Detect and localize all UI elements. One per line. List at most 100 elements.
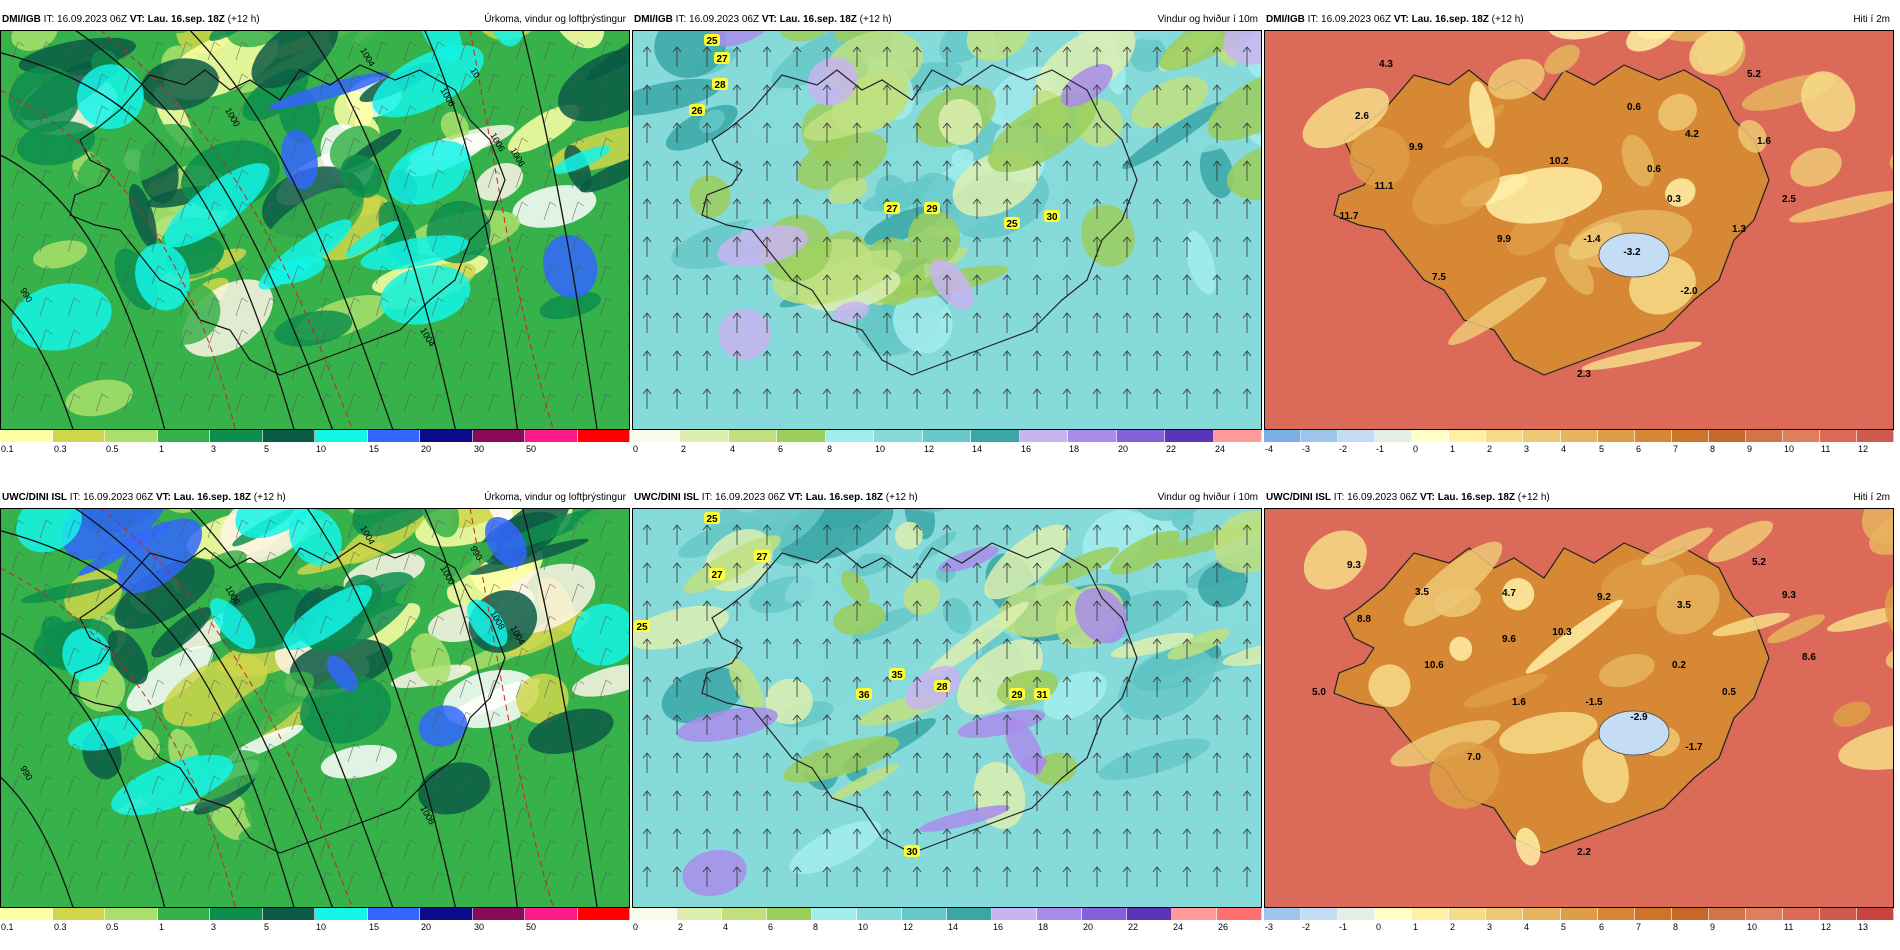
- wind-barb: [347, 73, 361, 93]
- legend-tick-label: 20: [421, 444, 432, 454]
- wind-arrow: [672, 312, 682, 333]
- wind-barb: [207, 73, 221, 93]
- value-label: 0.3: [1667, 194, 1681, 205]
- wind-barb: [151, 711, 165, 731]
- wind-arrow: [792, 714, 802, 735]
- legend-swatch: [1486, 908, 1524, 920]
- wind-arrow: [1092, 676, 1102, 697]
- wind-barb: [543, 679, 557, 699]
- field-patch: [261, 187, 364, 265]
- wind-arrow: [912, 312, 922, 333]
- wind-arrow: [792, 274, 802, 295]
- wind-arrow: [672, 236, 682, 257]
- wind-barb: [543, 743, 557, 763]
- field-patch: [475, 163, 524, 201]
- wind-barb: [95, 679, 109, 699]
- wind-arrow: [1062, 752, 1072, 773]
- isobar: [0, 775, 74, 908]
- wind-barb: [67, 265, 81, 285]
- field-patch: [1213, 510, 1262, 573]
- wind-arrow: [1212, 562, 1222, 583]
- isobar: [188, 508, 394, 908]
- wind-barb: [319, 41, 333, 61]
- value-label-text: 27: [886, 204, 898, 215]
- wind-barb: [263, 201, 277, 221]
- field-patch: [410, 633, 451, 687]
- isobar: [306, 508, 457, 908]
- wind-barb: [291, 551, 305, 571]
- wind-arrow: [1242, 828, 1252, 849]
- wind-barb: [515, 871, 529, 891]
- wind-arrow: [1062, 122, 1072, 143]
- wind-barb: [235, 201, 249, 221]
- valid-time: VT: Lau. 16.sep. 18Z: [155, 492, 251, 503]
- wind-barb: [319, 839, 333, 859]
- wind-barb: [459, 73, 473, 93]
- wind-barb: [151, 871, 165, 891]
- wind-barb: [11, 647, 25, 667]
- wind-arrow: [1002, 524, 1012, 545]
- legend-tick-label: 4: [1524, 922, 1530, 932]
- wind-barb: [515, 647, 529, 667]
- wind-arrow: [1212, 198, 1222, 219]
- wind-barb: [235, 871, 249, 891]
- legend-tick-label: 4: [723, 922, 729, 932]
- wind-barb: [403, 297, 417, 317]
- wind-barb: [431, 839, 445, 859]
- field-patch: [1167, 628, 1231, 660]
- wind-barb: [235, 647, 249, 667]
- wind-barb: [515, 807, 529, 827]
- model-name: UWC/DINI ISL: [634, 492, 699, 503]
- wind-barb: [375, 839, 389, 859]
- wind-barb: [375, 137, 389, 157]
- isobar: [306, 30, 457, 430]
- field-patch: [942, 597, 972, 634]
- field-patch: [1074, 587, 1128, 644]
- wind-barb: [207, 519, 221, 539]
- wind-arrow: [882, 562, 892, 583]
- wind-arrow: [942, 524, 952, 545]
- field-patch: [931, 543, 959, 562]
- value-label: 3.5: [1677, 600, 1691, 611]
- coastline: [701, 64, 1138, 376]
- wind-arrow: [912, 160, 922, 181]
- value-label-bg: [709, 568, 725, 580]
- wind-barb: [459, 551, 473, 571]
- field-patch: [326, 655, 358, 692]
- wind-barb: [403, 871, 417, 891]
- wind-arrow: [1242, 236, 1252, 257]
- wind-barb: [151, 265, 165, 285]
- wind-arrow: [762, 388, 772, 409]
- wind-arrow: [972, 84, 982, 105]
- wind-arrow: [822, 350, 832, 371]
- wind-arrow: [642, 46, 652, 67]
- field-patch: [65, 379, 133, 417]
- field-patch: [388, 140, 472, 205]
- wind-barb: [123, 41, 137, 61]
- wind-barb: [487, 201, 501, 221]
- legend-swatch: [315, 908, 368, 920]
- wind-arrow: [882, 828, 892, 849]
- wind-barb: [403, 41, 417, 61]
- value-label-bg: [856, 688, 872, 700]
- wind-barb: [347, 393, 361, 413]
- wind-barb: [599, 519, 613, 539]
- wind-arrow: [912, 752, 922, 773]
- value-label-bg: [714, 52, 730, 64]
- wind-barb: [403, 73, 417, 93]
- legend-swatch: [577, 430, 630, 442]
- value-label: 27: [884, 202, 900, 215]
- wind-barb: [207, 583, 221, 603]
- value-label: 0.6: [1627, 102, 1641, 113]
- wind-arrow: [1242, 600, 1252, 621]
- value-label: 2.3: [1577, 369, 1591, 380]
- wind-arrow: [822, 84, 832, 105]
- field-patch: [1448, 276, 1547, 346]
- legend-swatch: [1782, 430, 1820, 442]
- field-patch: [395, 541, 498, 605]
- legend-swatch: [157, 908, 210, 920]
- wind-arrow: [1122, 84, 1132, 105]
- wind-arrow: [1122, 790, 1132, 811]
- wind-barb: [403, 711, 417, 731]
- legend-tick-label: 10: [1784, 444, 1795, 454]
